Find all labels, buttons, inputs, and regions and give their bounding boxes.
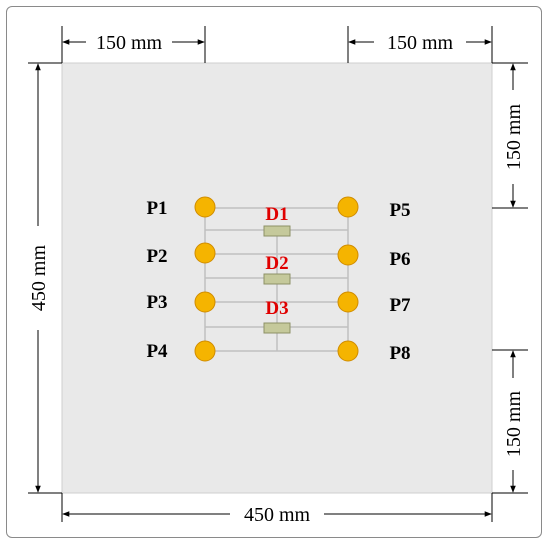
dim-top-left: 150 mm <box>96 32 163 54</box>
label-d2: D2 <box>265 253 288 274</box>
point-p5 <box>337 196 359 218</box>
label-p4: P4 <box>146 341 168 362</box>
label-p2: P2 <box>146 246 167 267</box>
point-group <box>194 196 359 362</box>
dim-top-right: 150 mm <box>387 32 454 54</box>
label-p3: P3 <box>146 292 167 313</box>
point-p2 <box>194 242 216 264</box>
sensor-path-lines <box>204 207 349 352</box>
label-p5: P5 <box>389 200 410 221</box>
point-p6 <box>337 244 359 266</box>
extension-lines <box>28 26 528 522</box>
dim-right-bottom: 150 mm <box>503 391 525 458</box>
label-d3: D3 <box>265 298 288 319</box>
sensor-d2 <box>263 273 291 285</box>
point-p7 <box>337 291 359 313</box>
dim-bottom: 450 mm <box>244 504 311 526</box>
label-p8: P8 <box>389 343 410 364</box>
point-p3 <box>194 291 216 313</box>
label-p7: P7 <box>389 295 411 316</box>
sensor-d1 <box>263 225 291 237</box>
point-p8 <box>337 340 359 362</box>
label-d1: D1 <box>265 204 288 225</box>
point-p4 <box>194 340 216 362</box>
dim-right-top: 150 mm <box>503 104 525 171</box>
point-p1 <box>194 196 216 218</box>
sensor-group <box>263 225 291 334</box>
dimension-lines <box>35 39 516 517</box>
dim-left: 450 mm <box>28 245 50 312</box>
label-p6: P6 <box>389 249 410 270</box>
label-p1: P1 <box>146 198 167 219</box>
sensor-d3 <box>263 322 291 334</box>
